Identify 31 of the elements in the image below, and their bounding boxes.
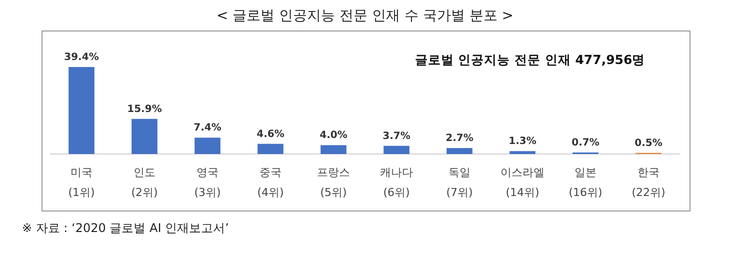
bar — [510, 151, 536, 154]
data-label: 15.9% — [127, 104, 162, 115]
data-label: 39.4% — [64, 52, 99, 63]
data-label: 1.3% — [508, 136, 536, 148]
bar — [132, 118, 158, 154]
data-label: 4.0% — [320, 130, 348, 142]
x-tick-label: 일본 (16위) — [568, 166, 602, 199]
data-label: 0.5% — [634, 138, 662, 149]
data-label: 4.6% — [256, 128, 284, 140]
text: ※ 자료 : ‘2020 글로벌 AI 인재보고서’ — [22, 221, 229, 235]
data-label: 2.7% — [446, 133, 474, 144]
chart-title: < 글로벌 인공지능 전문 인재 수 국가별 분포 > — [216, 8, 514, 24]
bar — [384, 146, 410, 154]
x-tick-label: 이스라엘 (14위) — [500, 166, 544, 199]
data-label: 3.7% — [382, 130, 410, 142]
bar — [68, 67, 94, 154]
x-tick-label: 독일 (7위) — [446, 166, 473, 199]
annotation: 글로벌 인공지능 전문 인재 477,956명 — [414, 52, 646, 67]
x-tick-label: 한국 (22위) — [632, 166, 666, 199]
x-tick-label: 캐나다 (6위) — [380, 166, 413, 199]
bar — [446, 148, 472, 154]
x-tick-label: 프랑스 (5위) — [317, 166, 350, 199]
x-tick-label: 중국 (4위) — [257, 166, 284, 199]
x-tick-label: 미국 (1위) — [68, 166, 95, 199]
data-label: 0.7% — [572, 137, 600, 148]
data-label: 7.4% — [194, 122, 222, 134]
bar — [258, 144, 284, 154]
x-tick-label: 영국 (3위) — [194, 166, 221, 199]
x-tick-label: 인도 (2위) — [131, 166, 158, 199]
bar — [194, 138, 220, 154]
bar — [320, 145, 346, 154]
